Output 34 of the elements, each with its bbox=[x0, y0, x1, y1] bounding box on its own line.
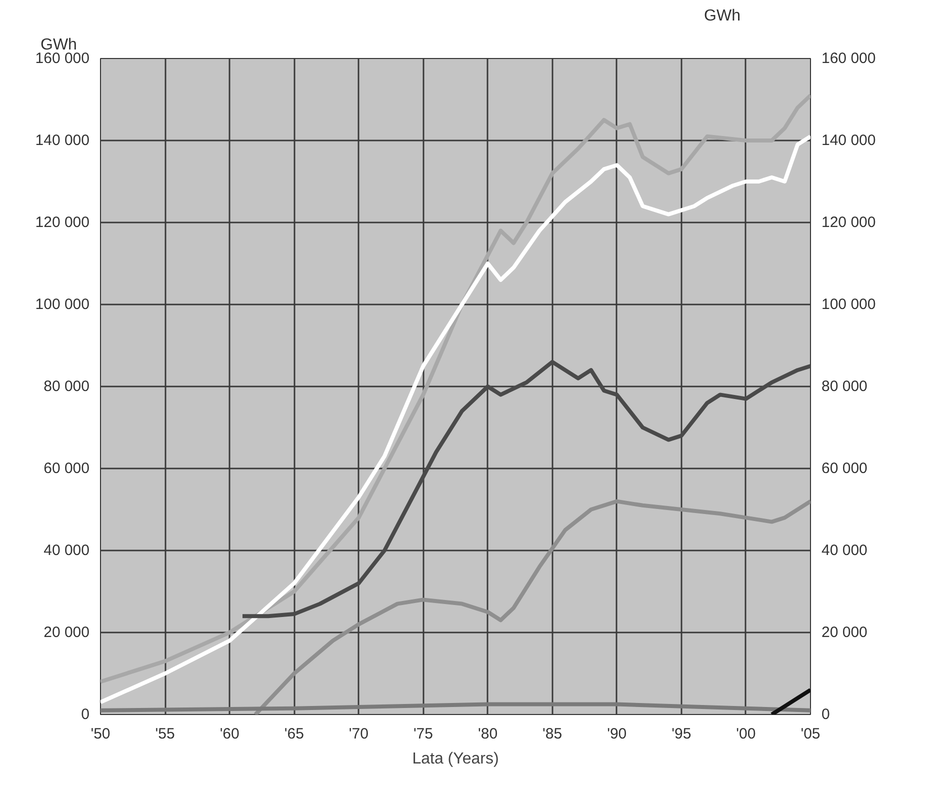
x-tick-label: '05 bbox=[800, 726, 820, 742]
x-tick-label: '00 bbox=[736, 726, 756, 742]
x-tick-label: '90 bbox=[607, 726, 627, 742]
y2-tick-label: 40 000 bbox=[822, 542, 868, 559]
x-tick-label: '60 bbox=[220, 726, 240, 742]
y2-tick-label: 80 000 bbox=[822, 378, 868, 395]
y2-axis-title: GWh bbox=[704, 8, 741, 24]
y-tick-label: 20 000 bbox=[44, 624, 90, 641]
y2-tick-label: 160 000 bbox=[822, 50, 876, 67]
x-tick-label: '95 bbox=[672, 726, 692, 742]
x-tick-label: '75 bbox=[413, 726, 434, 742]
line-series bbox=[240, 360, 810, 618]
x-tick-label: '55 bbox=[155, 726, 175, 742]
y2-tick-label: 120 000 bbox=[822, 214, 876, 231]
y2-tick-label: 100 000 bbox=[822, 296, 876, 313]
x-tick-label: '65 bbox=[284, 726, 304, 742]
y2-tick-label: 20 000 bbox=[822, 624, 868, 641]
y-tick-label: 0 bbox=[81, 706, 90, 723]
x-tick-label: '70 bbox=[348, 726, 368, 742]
x-axis-title: Lata (Years) bbox=[412, 750, 499, 768]
y-tick-label: 120 000 bbox=[35, 214, 90, 231]
x-tick-label: '80 bbox=[478, 726, 498, 742]
x-tick-label: '50 bbox=[90, 726, 110, 742]
y-tick-label: 140 000 bbox=[35, 132, 90, 149]
y-tick-label: 60 000 bbox=[44, 460, 90, 477]
y-tick-label: 100 000 bbox=[35, 296, 90, 313]
y-tick-label: 40 000 bbox=[44, 542, 90, 559]
line-series bbox=[770, 688, 810, 714]
y-tick-label: 80 000 bbox=[44, 378, 90, 395]
y2-tick-label: 140 000 bbox=[822, 132, 876, 149]
y2-tick-label: 0 bbox=[822, 706, 830, 723]
line-series bbox=[253, 499, 810, 714]
x-tick-label: '85 bbox=[542, 726, 562, 742]
y2-tick-label: 60 000 bbox=[822, 460, 868, 477]
